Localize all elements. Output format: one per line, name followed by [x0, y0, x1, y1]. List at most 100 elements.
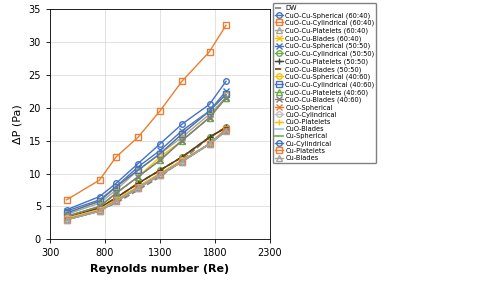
DW	[113, 201, 119, 205]
CuO-Cu-Spherical (50:50)	[96, 198, 102, 202]
CuO-Platelets	[223, 129, 229, 133]
Line: CuO-Cu-Spherical (60:40): CuO-Cu-Spherical (60:40)	[64, 79, 229, 213]
CuO-Platelets	[135, 185, 141, 188]
CuO-Cu-Cylindrical (50:50)	[113, 196, 119, 200]
CuO-Cu-Spherical (40:60)	[96, 199, 102, 203]
CuO-Cu-Platelets (60:40)	[135, 168, 141, 172]
CuO-Cu-Platelets (40:60)	[206, 116, 212, 119]
CuO-Cu-Blades (50:50)	[96, 206, 102, 210]
CuO-Cu-Blades (60:40)	[206, 116, 212, 119]
CuO-Cu-Spherical (50:50)	[157, 149, 163, 152]
DW	[135, 188, 141, 192]
CuO-Cu-Spherical (60:40)	[157, 142, 163, 146]
CuO-Spherical	[157, 172, 163, 175]
Line: CuO-Cu-Platelets (50:50): CuO-Cu-Platelets (50:50)	[64, 125, 229, 220]
CuO-Cu-Blades (50:50)	[113, 196, 119, 200]
Line: Cu-Cylindrical: Cu-Cylindrical	[64, 128, 229, 223]
Line: Cu-Spherical: Cu-Spherical	[66, 131, 226, 220]
CuO-Platelets	[113, 198, 119, 202]
CuO-Cu-Cylindrical (40:60)	[113, 185, 119, 188]
Cu-Platelets	[179, 160, 185, 164]
Cu-Platelets	[223, 127, 229, 131]
CuO-Blades	[135, 186, 141, 190]
Line: CuO-Cylindrical: CuO-Cylindrical	[64, 128, 229, 221]
CuO-Cu-Cylindrical (60:40)	[64, 198, 70, 202]
CuO-Cu-Blades (50:50)	[157, 168, 163, 172]
CuO-Cylindrical	[96, 208, 102, 211]
CuO-Cu-Platelets (50:50)	[206, 135, 212, 139]
DW	[157, 175, 163, 179]
CuO-Cu-Spherical (50:50)	[179, 129, 185, 133]
CuO-Cu-Platelets (60:40)	[223, 96, 229, 100]
Cu-Spherical	[157, 173, 163, 177]
CuO-Cu-Platelets (40:60)	[135, 175, 141, 179]
CuO-Platelets	[64, 217, 70, 220]
CuO-Cu-Cylindrical (60:40)	[179, 79, 185, 83]
Line: CuO-Cu-Cylindrical (60:40): CuO-Cu-Cylindrical (60:40)	[64, 22, 229, 203]
CuO-Cu-Spherical (40:60)	[206, 109, 212, 113]
CuO-Cu-Platelets (60:40)	[179, 135, 185, 139]
CuO-Cu-Platelets (50:50)	[64, 216, 70, 220]
CuO-Cu-Cylindrical (50:50)	[157, 168, 163, 172]
CuO-Cu-Cylindrical (40:60)	[96, 199, 102, 203]
CuO-Cu-Spherical (40:60)	[179, 132, 185, 136]
CuO-Cu-Platelets (60:40)	[64, 213, 70, 216]
CuO-Cu-Blades (60:40)	[157, 155, 163, 159]
CuO-Cu-Platelets (40:60)	[96, 205, 102, 208]
CuO-Cu-Platelets (60:40)	[113, 188, 119, 192]
CuO-Spherical	[223, 129, 229, 133]
CuO-Cu-Spherical (60:40)	[179, 122, 185, 126]
CuO-Cu-Platelets (40:60)	[113, 192, 119, 195]
CuO-Cu-Cylindrical (40:60)	[135, 168, 141, 172]
Cu-Spherical	[206, 142, 212, 146]
CuO-Cu-Cylindrical (60:40)	[135, 135, 141, 139]
CuO-Cu-Cylindrical (50:50)	[64, 216, 70, 220]
CuO-Cu-Blades (60:40)	[135, 175, 141, 179]
CuO-Cu-Cylindrical (40:60)	[223, 93, 229, 96]
Line: CuO-Cu-Platelets (60:40): CuO-Cu-Platelets (60:40)	[64, 95, 229, 217]
CuO-Cu-Spherical (60:40)	[96, 195, 102, 198]
Line: Cu-Blades: Cu-Blades	[64, 128, 229, 223]
CuO-Blades	[113, 199, 119, 203]
CuO-Blades	[96, 209, 102, 213]
CuO-Cu-Cylindrical (40:60)	[206, 109, 212, 113]
DW	[206, 135, 212, 139]
CuO-Cu-Blades (50:50)	[135, 182, 141, 185]
CuO-Blades	[157, 173, 163, 177]
CuO-Platelets	[96, 208, 102, 211]
Cu-Cylindrical	[135, 186, 141, 190]
DW	[223, 126, 229, 129]
CuO-Cylindrical	[135, 185, 141, 188]
CuO-Spherical	[113, 198, 119, 202]
Line: CuO-Blades: CuO-Blades	[66, 131, 226, 220]
CuO-Platelets	[179, 159, 185, 162]
Cu-Blades	[64, 218, 70, 221]
Cu-Blades	[223, 129, 229, 133]
Cu-Spherical	[96, 209, 102, 213]
Cu-Blades	[157, 173, 163, 177]
CuO-Cu-Blades (40:60)	[135, 175, 141, 179]
Cu-Spherical	[223, 129, 229, 133]
Line: CuO-Cu-Cylindrical (50:50): CuO-Cu-Cylindrical (50:50)	[64, 125, 229, 220]
Cu-Platelets	[135, 186, 141, 190]
CuO-Cu-Platelets (40:60)	[223, 96, 229, 100]
CuO-Blades	[206, 142, 212, 146]
CuO-Cu-Platelets (40:60)	[179, 139, 185, 142]
CuO-Cu-Spherical (60:40)	[223, 79, 229, 83]
CuO-Cu-Blades (40:60)	[64, 215, 70, 218]
CuO-Cu-Blades (50:50)	[64, 216, 70, 220]
Line: CuO-Cu-Cylindrical (40:60): CuO-Cu-Cylindrical (40:60)	[64, 92, 229, 216]
CuO-Cu-Blades (40:60)	[96, 205, 102, 208]
Cu-Cylindrical	[157, 173, 163, 177]
CuO-Blades	[223, 129, 229, 133]
Line: CuO-Cu-Blades (50:50): CuO-Cu-Blades (50:50)	[66, 127, 226, 218]
CuO-Cu-Blades (60:40)	[223, 96, 229, 100]
CuO-Cylindrical	[157, 172, 163, 175]
Cu-Cylindrical	[64, 218, 70, 221]
CuO-Cu-Platelets (60:40)	[206, 112, 212, 116]
CuO-Cu-Cylindrical (60:40)	[223, 23, 229, 27]
Line: CuO-Cu-Spherical (40:60): CuO-Cu-Spherical (40:60)	[64, 92, 229, 216]
CuO-Cu-Spherical (40:60)	[157, 152, 163, 156]
CuO-Cu-Blades (60:40)	[64, 215, 70, 218]
CuO-Cu-Spherical (60:40)	[135, 162, 141, 165]
